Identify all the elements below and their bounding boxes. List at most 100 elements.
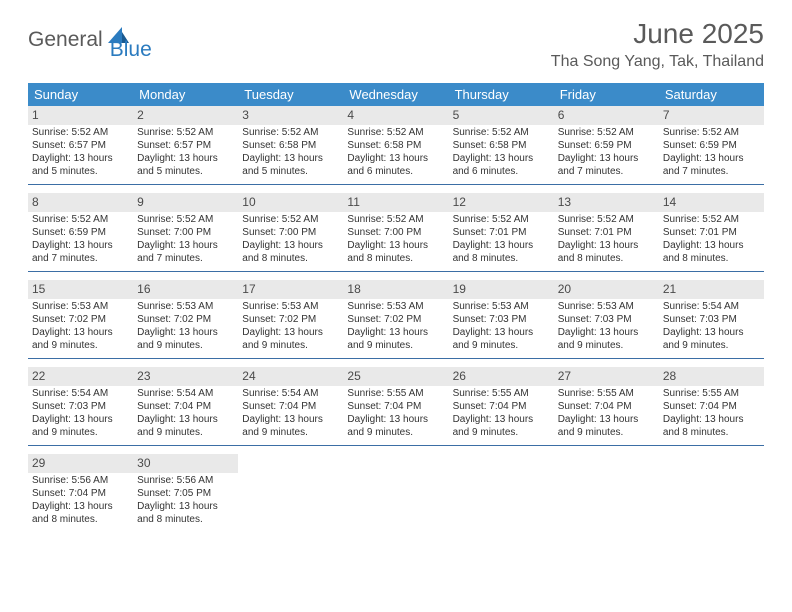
sunrise-text: Sunrise: 5:53 AM xyxy=(453,301,550,314)
day-details: Sunrise: 5:54 AMSunset: 7:04 PMDaylight:… xyxy=(242,388,339,439)
sunset-text: Sunset: 7:00 PM xyxy=(242,227,339,240)
daylight-text: Daylight: 13 hours and 9 minutes. xyxy=(242,327,339,353)
logo-text-general: General xyxy=(28,28,103,52)
week-row: 29 Sunrise: 5:56 AMSunset: 7:04 PMDayligh… xyxy=(28,454,764,532)
daylight-text: Daylight: 13 hours and 9 minutes. xyxy=(558,414,655,440)
day-number: 12 xyxy=(449,193,554,212)
sunrise-text: Sunrise: 5:52 AM xyxy=(453,214,550,227)
day-cell: 14Sunrise: 5:52 AMSunset: 7:01 PMDayligh… xyxy=(659,193,764,271)
day-number: 6 xyxy=(554,106,659,125)
sunset-text: Sunset: 6:58 PM xyxy=(347,140,444,153)
sunset-text: Sunset: 7:04 PM xyxy=(137,401,234,414)
day-number: 7 xyxy=(659,106,764,125)
sunrise-text: Sunrise: 5:54 AM xyxy=(663,301,760,314)
daylight-text: Daylight: 13 hours and 9 minutes. xyxy=(453,327,550,353)
day-details: Sunrise: 5:52 AMSunset: 7:01 PMDaylight:… xyxy=(663,214,760,265)
sunset-text: Sunset: 6:57 PM xyxy=(137,140,234,153)
sunset-text: Sunset: 7:02 PM xyxy=(347,314,444,327)
day-cell xyxy=(554,454,659,532)
day-details: Sunrise: 5:52 AMSunset: 7:01 PMDaylight:… xyxy=(453,214,550,265)
daylight-text: Daylight: 13 hours and 8 minutes. xyxy=(137,501,234,527)
sunrise-text: Sunrise: 5:52 AM xyxy=(242,214,339,227)
logo-text-blue: Blue xyxy=(110,38,152,62)
sunrise-text: Sunrise: 5:54 AM xyxy=(242,388,339,401)
day-number: 29 xyxy=(28,454,133,473)
daylight-text: Daylight: 13 hours and 6 minutes. xyxy=(453,153,550,179)
day-cell: 8 Sunrise: 5:52 AMSunset: 6:59 PMDaylight… xyxy=(28,193,133,271)
day-number: 13 xyxy=(554,193,659,212)
day-number: 8 xyxy=(28,193,133,212)
day-details: Sunrise: 5:52 AMSunset: 6:59 PMDaylight:… xyxy=(558,127,655,178)
sunset-text: Sunset: 7:00 PM xyxy=(137,227,234,240)
daylight-text: Daylight: 13 hours and 6 minutes. xyxy=(347,153,444,179)
day-cell: 10Sunrise: 5:52 AMSunset: 7:00 PMDayligh… xyxy=(238,193,343,271)
daylight-text: Daylight: 13 hours and 8 minutes. xyxy=(558,240,655,266)
dow-tuesday: Tuesday xyxy=(238,83,343,106)
day-number: 1 xyxy=(28,106,133,125)
month-title: June 2025 xyxy=(551,18,764,50)
sunrise-text: Sunrise: 5:54 AM xyxy=(137,388,234,401)
daylight-text: Daylight: 13 hours and 9 minutes. xyxy=(242,414,339,440)
day-details: Sunrise: 5:53 AMSunset: 7:02 PMDaylight:… xyxy=(347,301,444,352)
day-cell: 19Sunrise: 5:53 AMSunset: 7:03 PMDayligh… xyxy=(449,280,554,358)
day-number: 28 xyxy=(659,367,764,386)
sunset-text: Sunset: 7:01 PM xyxy=(663,227,760,240)
day-cell: 21 Sunrise: 5:54 AMSunset: 7:03 PMDayligh… xyxy=(659,280,764,358)
sunset-text: Sunset: 7:03 PM xyxy=(558,314,655,327)
day-cell: 6 Sunrise: 5:52 AMSunset: 6:59 PMDaylight… xyxy=(554,106,659,184)
day-cell: 5Sunrise: 5:52 AMSunset: 6:58 PMDaylight… xyxy=(449,106,554,184)
day-number: 5 xyxy=(449,106,554,125)
sunset-text: Sunset: 7:01 PM xyxy=(558,227,655,240)
day-cell: 7 Sunrise: 5:52 AMSunset: 6:59 PMDaylight… xyxy=(659,106,764,184)
daylight-text: Daylight: 13 hours and 9 minutes. xyxy=(453,414,550,440)
daylight-text: Daylight: 13 hours and 7 minutes. xyxy=(32,240,129,266)
sunset-text: Sunset: 7:04 PM xyxy=(453,401,550,414)
day-number: 27 xyxy=(554,367,659,386)
sunrise-text: Sunrise: 5:56 AM xyxy=(32,475,129,488)
sunset-text: Sunset: 7:00 PM xyxy=(347,227,444,240)
day-number: 11 xyxy=(343,193,448,212)
day-number: 17 xyxy=(238,280,343,299)
day-details: Sunrise: 5:52 AMSunset: 6:58 PMDaylight:… xyxy=(242,127,339,178)
day-number: 16 xyxy=(133,280,238,299)
day-cell: 23Sunrise: 5:54 AMSunset: 7:04 PMDayligh… xyxy=(133,367,238,445)
day-number: 23 xyxy=(133,367,238,386)
sunset-text: Sunset: 6:59 PM xyxy=(32,227,129,240)
day-details: Sunrise: 5:52 AMSunset: 7:00 PMDaylight:… xyxy=(347,214,444,265)
sunset-text: Sunset: 7:03 PM xyxy=(453,314,550,327)
sunset-text: Sunset: 6:59 PM xyxy=(663,140,760,153)
dow-sunday: Sunday xyxy=(28,83,133,106)
daylight-text: Daylight: 13 hours and 9 minutes. xyxy=(663,327,760,353)
day-number: 2 xyxy=(133,106,238,125)
daylight-text: Daylight: 13 hours and 9 minutes. xyxy=(347,414,444,440)
sunrise-text: Sunrise: 5:52 AM xyxy=(663,214,760,227)
title-block: June 2025 Tha Song Yang, Tak, Thailand xyxy=(551,18,764,71)
day-details: Sunrise: 5:54 AMSunset: 7:03 PMDaylight:… xyxy=(663,301,760,352)
day-number: 20 xyxy=(554,280,659,299)
daylight-text: Daylight: 13 hours and 9 minutes. xyxy=(32,414,129,440)
sunrise-text: Sunrise: 5:53 AM xyxy=(242,301,339,314)
daylight-text: Daylight: 13 hours and 9 minutes. xyxy=(347,327,444,353)
day-number: 21 xyxy=(659,280,764,299)
day-details: Sunrise: 5:56 AMSunset: 7:04 PMDaylight:… xyxy=(32,475,129,526)
day-details: Sunrise: 5:55 AMSunset: 7:04 PMDaylight:… xyxy=(558,388,655,439)
day-details: Sunrise: 5:52 AMSunset: 6:59 PMDaylight:… xyxy=(32,214,129,265)
day-details: Sunrise: 5:53 AMSunset: 7:02 PMDaylight:… xyxy=(32,301,129,352)
daylight-text: Daylight: 13 hours and 9 minutes. xyxy=(32,327,129,353)
sunrise-text: Sunrise: 5:53 AM xyxy=(347,301,444,314)
sunrise-text: Sunrise: 5:55 AM xyxy=(558,388,655,401)
day-details: Sunrise: 5:52 AMSunset: 6:59 PMDaylight:… xyxy=(663,127,760,178)
day-cell: 1Sunrise: 5:52 AMSunset: 6:57 PMDaylight… xyxy=(28,106,133,184)
dow-thursday: Thursday xyxy=(449,83,554,106)
day-number: 10 xyxy=(238,193,343,212)
sunset-text: Sunset: 7:02 PM xyxy=(137,314,234,327)
sunset-text: Sunset: 7:02 PM xyxy=(242,314,339,327)
daylight-text: Daylight: 13 hours and 8 minutes. xyxy=(347,240,444,266)
daylight-text: Daylight: 13 hours and 8 minutes. xyxy=(663,414,760,440)
day-cell: 13 Sunrise: 5:52 AMSunset: 7:01 PMDayligh… xyxy=(554,193,659,271)
sunrise-text: Sunrise: 5:52 AM xyxy=(663,127,760,140)
day-details: Sunrise: 5:52 AMSunset: 7:01 PMDaylight:… xyxy=(558,214,655,265)
day-number: 9 xyxy=(133,193,238,212)
sunrise-text: Sunrise: 5:52 AM xyxy=(347,127,444,140)
day-details: Sunrise: 5:52 AMSunset: 7:00 PMDaylight:… xyxy=(137,214,234,265)
